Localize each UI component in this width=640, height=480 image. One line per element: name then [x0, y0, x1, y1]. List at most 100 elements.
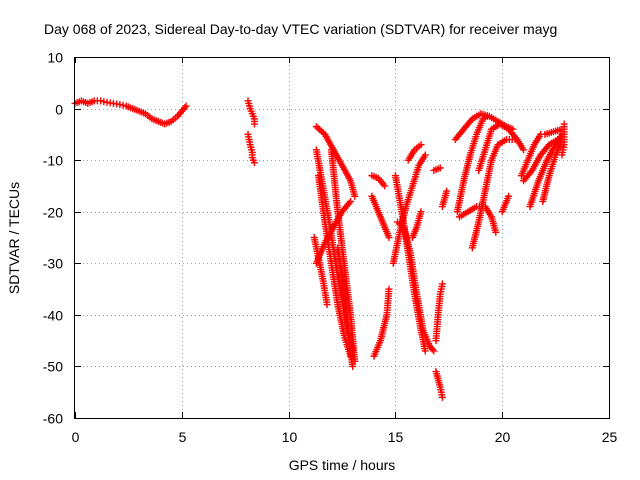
y-tick-label: -60	[43, 411, 63, 427]
data-point-trail	[539, 174, 553, 203]
data-point-trail	[369, 194, 379, 208]
data-point-trail	[392, 174, 405, 213]
data-point-trail	[518, 158, 531, 177]
data-point-trail	[427, 344, 436, 353]
data-point-trail	[560, 133, 568, 146]
x-axis-label: GPS time / hours	[289, 457, 396, 473]
data-point-trail	[434, 293, 444, 317]
data-point-trail	[505, 136, 516, 144]
data-point-trail	[377, 215, 388, 229]
y-tick-label: -20	[43, 205, 63, 221]
data-point-trail	[458, 209, 470, 220]
series-seg18	[408, 208, 425, 241]
data-point	[421, 347, 429, 355]
data-point	[436, 164, 444, 172]
series-seg19	[430, 164, 444, 174]
data-point-trail	[529, 153, 544, 173]
data-point-trail	[332, 262, 346, 301]
data-point	[250, 159, 258, 167]
y-axis-label: SDTVAR / TECUs	[6, 182, 22, 294]
data-point-trail	[482, 205, 494, 219]
plot-frame	[74, 57, 610, 419]
data-point-trail	[437, 386, 446, 399]
data-point-trail	[371, 339, 384, 358]
data-point-trail	[499, 194, 512, 214]
y-tick-label: -10	[43, 153, 63, 169]
data-point	[438, 280, 446, 288]
data-point-trail	[460, 153, 474, 183]
series-seg16	[394, 218, 438, 355]
y-tick-label: 10	[47, 50, 63, 66]
y-tick-label: -40	[43, 308, 63, 324]
data-point-trail	[488, 143, 501, 162]
data-point-trail	[175, 109, 184, 119]
data-point-trail	[73, 98, 83, 107]
data-point-trail	[322, 225, 336, 245]
data-point-trail	[339, 199, 353, 214]
data-point-trail	[461, 117, 475, 131]
data-point	[349, 362, 357, 370]
series-seg31	[526, 130, 566, 211]
data-point-trail	[315, 174, 329, 224]
series-seg2	[244, 97, 258, 128]
data-point-trail	[490, 121, 502, 132]
data-point-trail	[314, 124, 327, 137]
data-point-trail	[543, 128, 555, 138]
data-point-trail	[150, 116, 160, 125]
data-point	[347, 352, 355, 360]
data-point-trail	[413, 292, 427, 332]
series-seg34	[558, 120, 568, 159]
data-point	[417, 141, 425, 149]
data-point-trail	[466, 204, 478, 214]
data-point-trail	[409, 225, 420, 239]
data-point-trail	[247, 143, 256, 154]
series-seg20	[432, 280, 446, 345]
y-tick-label: 0	[55, 102, 63, 118]
data-point-trail	[538, 142, 552, 157]
data-point-trail	[527, 179, 542, 208]
data-point-trail	[131, 105, 141, 114]
data-point-trail	[407, 251, 420, 296]
data-point	[182, 102, 190, 110]
data-point-trail	[506, 127, 520, 142]
data-point	[421, 151, 429, 159]
tick-labels: 0 5 10 15 20 25 10 0 -10 -20 -30 -40 -50 -60	[43, 50, 618, 446]
y-tick-label: -50	[43, 359, 63, 375]
data-point-trail	[400, 225, 414, 255]
data-point-trail	[453, 127, 466, 142]
data-point-trail	[144, 111, 154, 121]
series-seg24	[453, 112, 491, 216]
data-point-trail	[322, 132, 336, 152]
data-point-trail	[482, 158, 495, 193]
data-point-trail	[403, 184, 416, 208]
data-point-trail	[405, 148, 417, 162]
chart-title: Day 068 of 2023, Sidereal Day-to-day VTE…	[44, 21, 557, 37]
data-point-trail	[179, 104, 189, 113]
series-seg7	[312, 197, 355, 267]
data-point-trail	[334, 246, 348, 291]
data-point	[116, 100, 124, 108]
data-point	[347, 197, 355, 205]
series-seg10	[334, 244, 357, 355]
data-point-trail	[546, 153, 559, 177]
x-tick-label: 0	[72, 429, 80, 445]
series-seg26	[468, 136, 519, 252]
data-point-trail	[559, 143, 568, 156]
data-point-trail	[169, 114, 179, 124]
series-seg1	[71, 97, 190, 128]
series-seg17	[404, 141, 425, 164]
series-seg9	[312, 123, 359, 200]
data-point-trail	[86, 98, 96, 107]
data-point-trail	[331, 148, 345, 167]
data-point-trail	[535, 158, 550, 183]
data-point-trail	[454, 179, 467, 214]
data-point-trail	[496, 137, 508, 147]
series-seg29	[517, 130, 545, 180]
data-point-trail	[552, 126, 564, 135]
data-point	[349, 347, 357, 355]
data-point-trail	[514, 138, 526, 152]
data-point	[558, 151, 566, 159]
data-point-trail	[328, 262, 341, 306]
series-seg13	[370, 285, 393, 360]
series-seg21	[432, 368, 446, 401]
